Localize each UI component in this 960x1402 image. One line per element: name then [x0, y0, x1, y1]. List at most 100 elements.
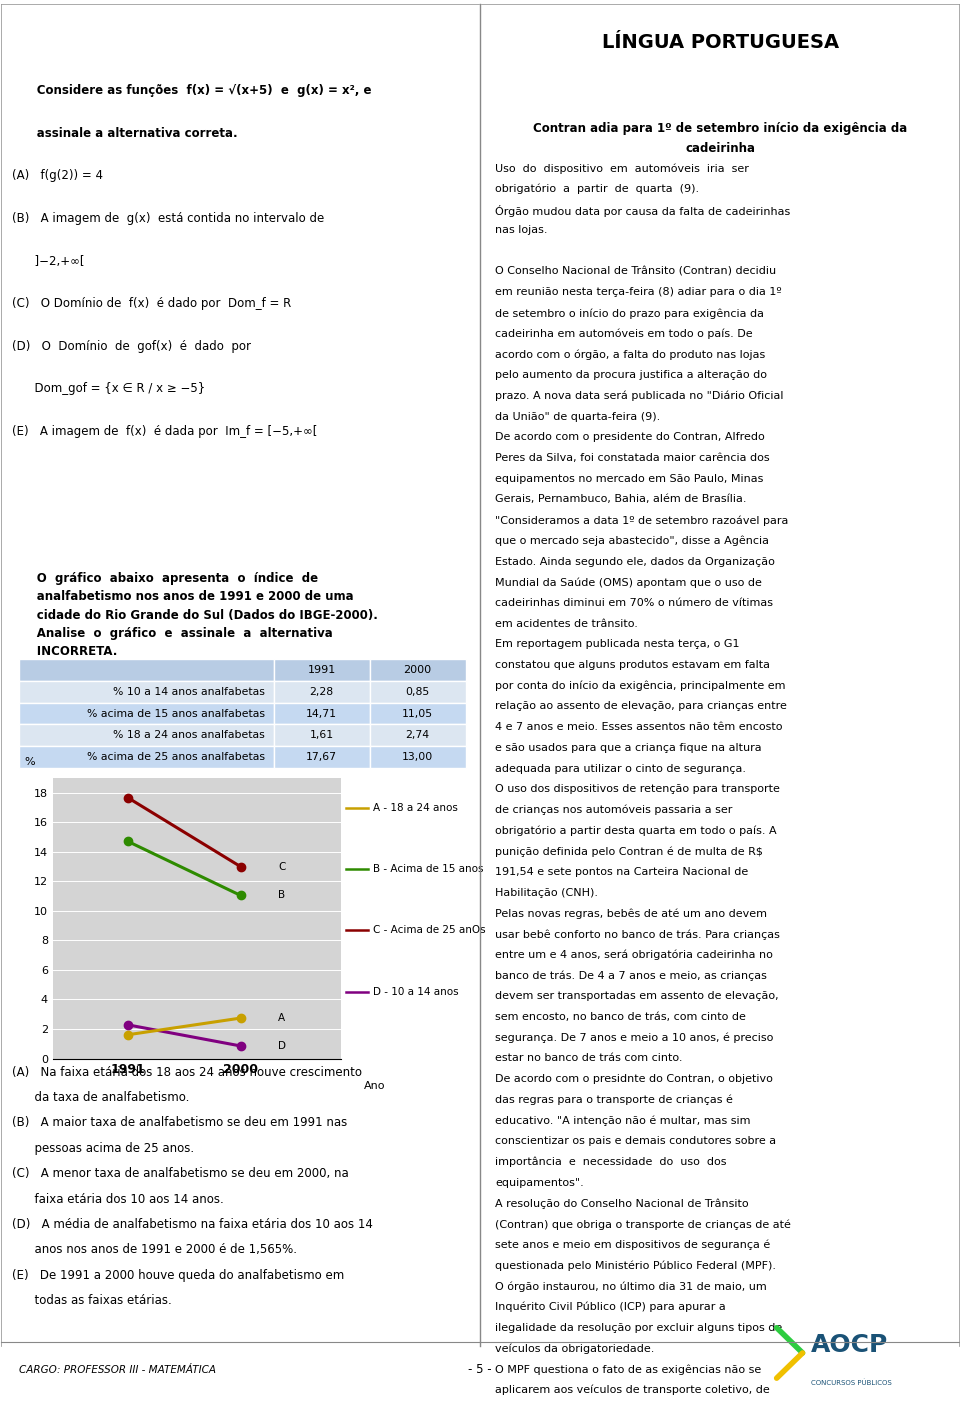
Text: A: A — [278, 1014, 285, 1023]
Text: 11,05: 11,05 — [402, 708, 433, 719]
Text: da União" de quarta-feira (9).: da União" de quarta-feira (9). — [495, 412, 660, 422]
Text: ilegalidade da resolução por excluir alguns tipos de: ilegalidade da resolução por excluir alg… — [495, 1322, 782, 1332]
Text: D - 10 a 14 anos: D - 10 a 14 anos — [373, 987, 459, 997]
FancyBboxPatch shape — [370, 702, 466, 725]
Text: analfabetismo nos anos de 1991 e 2000 de uma: analfabetismo nos anos de 1991 e 2000 de… — [12, 590, 354, 603]
Text: Gerais, Pernambuco, Bahia, além de Brasília.: Gerais, Pernambuco, Bahia, além de Brasí… — [495, 495, 747, 505]
Text: (C)   A menor taxa de analfabetismo se deu em 2000, na: (C) A menor taxa de analfabetismo se deu… — [12, 1168, 349, 1180]
Text: 1991: 1991 — [307, 665, 336, 674]
Text: assinale a alternativa correta.: assinale a alternativa correta. — [12, 126, 238, 140]
Text: aplicarem aos veículos de transporte coletivo, de: aplicarem aos veículos de transporte col… — [495, 1385, 770, 1395]
Text: nas lojas.: nas lojas. — [495, 226, 548, 236]
FancyBboxPatch shape — [19, 702, 274, 725]
Text: (B)   A maior taxa de analfabetismo se deu em 1991 nas: (B) A maior taxa de analfabetismo se deu… — [12, 1116, 348, 1130]
Text: Inquérito Civil Público (ICP) para apurar a: Inquérito Civil Público (ICP) para apura… — [495, 1302, 726, 1312]
Text: punição definida pelo Contran é de multa de R$: punição definida pelo Contran é de multa… — [495, 847, 763, 857]
Text: Uso  do  dispositivo  em  automóveis  iria  ser: Uso do dispositivo em automóveis iria se… — [495, 163, 749, 174]
Text: importância  e  necessidade  do  uso  dos: importância e necessidade do uso dos — [495, 1157, 727, 1168]
Text: QUESTÃO 20: QUESTÃO 20 — [15, 543, 109, 557]
Text: cadeirinha: cadeirinha — [685, 143, 756, 156]
Text: sem encosto, no banco de trás, com cinto de: sem encosto, no banco de trás, com cinto… — [495, 1012, 746, 1022]
Text: 17,67: 17,67 — [306, 753, 337, 763]
Text: sete anos e meio em dispositivos de segurança é: sete anos e meio em dispositivos de segu… — [495, 1239, 771, 1251]
Text: de setembro o início do prazo para exigência da: de setembro o início do prazo para exigê… — [495, 308, 764, 318]
Text: O MPF questiona o fato de as exigências não se: O MPF questiona o fato de as exigências … — [495, 1364, 761, 1374]
Text: cadeirinha em automóveis em todo o país. De: cadeirinha em automóveis em todo o país.… — [495, 329, 753, 339]
Text: pessoas acima de 25 anos.: pessoas acima de 25 anos. — [12, 1141, 195, 1155]
Text: banco de trás. De 4 a 7 anos e meio, as crianças: banco de trás. De 4 a 7 anos e meio, as … — [495, 970, 767, 981]
Text: Analise  o  gráfico  e  assinale  a  alternativa: Analise o gráfico e assinale a alternati… — [12, 627, 333, 639]
Text: Em reportagem publicada nesta terça, o G1: Em reportagem publicada nesta terça, o G… — [495, 639, 740, 649]
Text: Mundial da Saúde (OMS) apontam que o uso de: Mundial da Saúde (OMS) apontam que o uso… — [495, 578, 762, 587]
Text: De acordo com o presidente do Contran, Alfredo: De acordo com o presidente do Contran, A… — [495, 432, 765, 442]
Text: usar bebê conforto no banco de trás. Para crianças: usar bebê conforto no banco de trás. Par… — [495, 930, 780, 939]
Text: 1,61: 1,61 — [309, 730, 334, 740]
Text: O Conselho Nacional de Trânsito (Contran) decidiu: O Conselho Nacional de Trânsito (Contran… — [495, 266, 777, 276]
Text: 2,28: 2,28 — [309, 687, 334, 697]
Text: educativo. "A intenção não é multar, mas sim: educativo. "A intenção não é multar, mas… — [495, 1116, 751, 1126]
Text: veículos da obrigatoriedade.: veículos da obrigatoriedade. — [495, 1343, 655, 1354]
Text: que o mercado seja abastecido", disse a Agência: que o mercado seja abastecido", disse a … — [495, 536, 769, 547]
Text: da taxa de analfabetismo.: da taxa de analfabetismo. — [12, 1091, 190, 1103]
Text: (D)   A média de analfabetismo na faixa etária dos 10 aos 14: (D) A média de analfabetismo na faixa et… — [12, 1218, 373, 1231]
Text: A resolução do Conselho Nacional de Trânsito: A resolução do Conselho Nacional de Trân… — [495, 1199, 749, 1209]
Text: constatou que alguns produtos estavam em falta: constatou que alguns produtos estavam em… — [495, 660, 770, 670]
Text: das regras para o transporte de crianças é: das regras para o transporte de crianças… — [495, 1095, 733, 1105]
FancyBboxPatch shape — [19, 746, 274, 768]
Text: - 5 -: - 5 - — [468, 1363, 492, 1377]
Text: cidade do Rio Grande do Sul (Dados do IBGE-2000).: cidade do Rio Grande do Sul (Dados do IB… — [12, 608, 378, 621]
Text: 2000: 2000 — [403, 665, 432, 674]
FancyBboxPatch shape — [274, 702, 370, 725]
Text: obrigatório a partir desta quarta em todo o país. A: obrigatório a partir desta quarta em tod… — [495, 826, 777, 836]
Text: faixa etária dos 10 aos 14 anos.: faixa etária dos 10 aos 14 anos. — [12, 1193, 224, 1206]
Text: 2,74: 2,74 — [405, 730, 430, 740]
FancyBboxPatch shape — [274, 681, 370, 702]
Text: (E)   A imagem de  f(x)  é dada por  Im_f = [−5,+∞[: (E) A imagem de f(x) é dada por Im_f = [… — [12, 425, 318, 437]
Text: O órgão instaurou, no último dia 31 de maio, um: O órgão instaurou, no último dia 31 de m… — [495, 1281, 767, 1291]
Text: pelo aumento da procura justifica a alteração do: pelo aumento da procura justifica a alte… — [495, 370, 767, 380]
Text: (Contran) que obriga o transporte de crianças de até: (Contran) que obriga o transporte de cri… — [495, 1220, 791, 1230]
Text: % acima de 25 anos analfabetas: % acima de 25 anos analfabetas — [86, 753, 265, 763]
Text: De acordo com o presidnte do Contran, o objetivo: De acordo com o presidnte do Contran, o … — [495, 1074, 773, 1084]
Text: anos nos anos de 1991 e 2000 é de 1,565%.: anos nos anos de 1991 e 2000 é de 1,565%… — [12, 1244, 298, 1256]
Text: (D)   O  Domínio  de  gof(x)  é  dado  por: (D) O Domínio de gof(x) é dado por — [12, 339, 252, 353]
Text: devem ser transportadas em assento de elevação,: devem ser transportadas em assento de el… — [495, 991, 779, 1001]
Text: ]−2,+∞[: ]−2,+∞[ — [12, 255, 84, 268]
Text: A - 18 a 24 anos: A - 18 a 24 anos — [373, 802, 458, 813]
Text: AOCP: AOCP — [811, 1332, 888, 1357]
Text: acordo com o órgão, a falta do produto nas lojas: acordo com o órgão, a falta do produto n… — [495, 349, 765, 360]
Text: em acidentes de trânsito.: em acidentes de trânsito. — [495, 618, 638, 628]
Text: de crianças nos automóveis passaria a ser: de crianças nos automóveis passaria a se… — [495, 805, 732, 816]
FancyBboxPatch shape — [19, 725, 274, 746]
Text: equipamentos".: equipamentos". — [495, 1178, 584, 1187]
Text: O uso dos dispositivos de retenção para transporte: O uso dos dispositivos de retenção para … — [495, 784, 780, 795]
Text: (B)   A imagem de  g(x)  está contida no intervalo de: (B) A imagem de g(x) está contida no int… — [12, 212, 324, 224]
Text: segurança. De 7 anos e meio a 10 anos, é preciso: segurança. De 7 anos e meio a 10 anos, é… — [495, 1033, 774, 1043]
Text: relação ao assento de elevação, para crianças entre: relação ao assento de elevação, para cri… — [495, 701, 787, 711]
Text: Ano: Ano — [364, 1081, 385, 1091]
FancyBboxPatch shape — [370, 725, 466, 746]
Text: (A)   f(g(2)) = 4: (A) f(g(2)) = 4 — [12, 170, 104, 182]
Text: cadeirinhas diminui em 70% o número de vítimas: cadeirinhas diminui em 70% o número de v… — [495, 599, 774, 608]
FancyBboxPatch shape — [19, 681, 274, 702]
Text: 191,54 e sete pontos na Carteira Nacional de: 191,54 e sete pontos na Carteira Naciona… — [495, 866, 749, 878]
Text: % acima de 15 anos analfabetas: % acima de 15 anos analfabetas — [86, 708, 265, 719]
Text: Pelas novas regras, bebês de até um ano devem: Pelas novas regras, bebês de até um ano … — [495, 908, 767, 920]
Text: adequada para utilizar o cinto de segurança.: adequada para utilizar o cinto de segura… — [495, 764, 746, 774]
Text: (E)   De 1991 a 2000 houve queda do analfabetismo em: (E) De 1991 a 2000 houve queda do analfa… — [12, 1269, 345, 1281]
Text: 0,85: 0,85 — [405, 687, 430, 697]
FancyBboxPatch shape — [370, 746, 466, 768]
Text: por conta do início da exigência, principalmente em: por conta do início da exigência, princi… — [495, 681, 786, 691]
Text: LÍNGUA PORTUGUESA: LÍNGUA PORTUGUESA — [602, 34, 839, 52]
Text: Habilitação (CNH).: Habilitação (CNH). — [495, 887, 598, 897]
Text: C: C — [278, 862, 285, 872]
Text: obrigatório  a  partir  de  quarta  (9).: obrigatório a partir de quarta (9). — [495, 184, 700, 195]
FancyBboxPatch shape — [274, 725, 370, 746]
Text: em reunião nesta terça-feira (8) adiar para o dia 1º: em reunião nesta terça-feira (8) adiar p… — [495, 287, 782, 297]
Text: estar no banco de trás com cinto.: estar no banco de trás com cinto. — [495, 1053, 683, 1064]
Text: B: B — [278, 890, 285, 900]
Text: "Consideramos a data 1º de setembro razoável para: "Consideramos a data 1º de setembro razo… — [495, 515, 789, 526]
Text: QUESTÃO 19: QUESTÃO 19 — [15, 50, 109, 64]
Text: Órgão mudou data por causa da falta de cadeirinhas: Órgão mudou data por causa da falta de c… — [495, 205, 791, 216]
Text: questionada pelo Ministério Público Federal (MPF).: questionada pelo Ministério Público Fede… — [495, 1260, 777, 1272]
